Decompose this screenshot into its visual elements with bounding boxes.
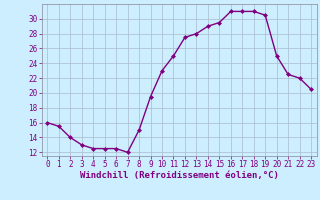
X-axis label: Windchill (Refroidissement éolien,°C): Windchill (Refroidissement éolien,°C)	[80, 171, 279, 180]
